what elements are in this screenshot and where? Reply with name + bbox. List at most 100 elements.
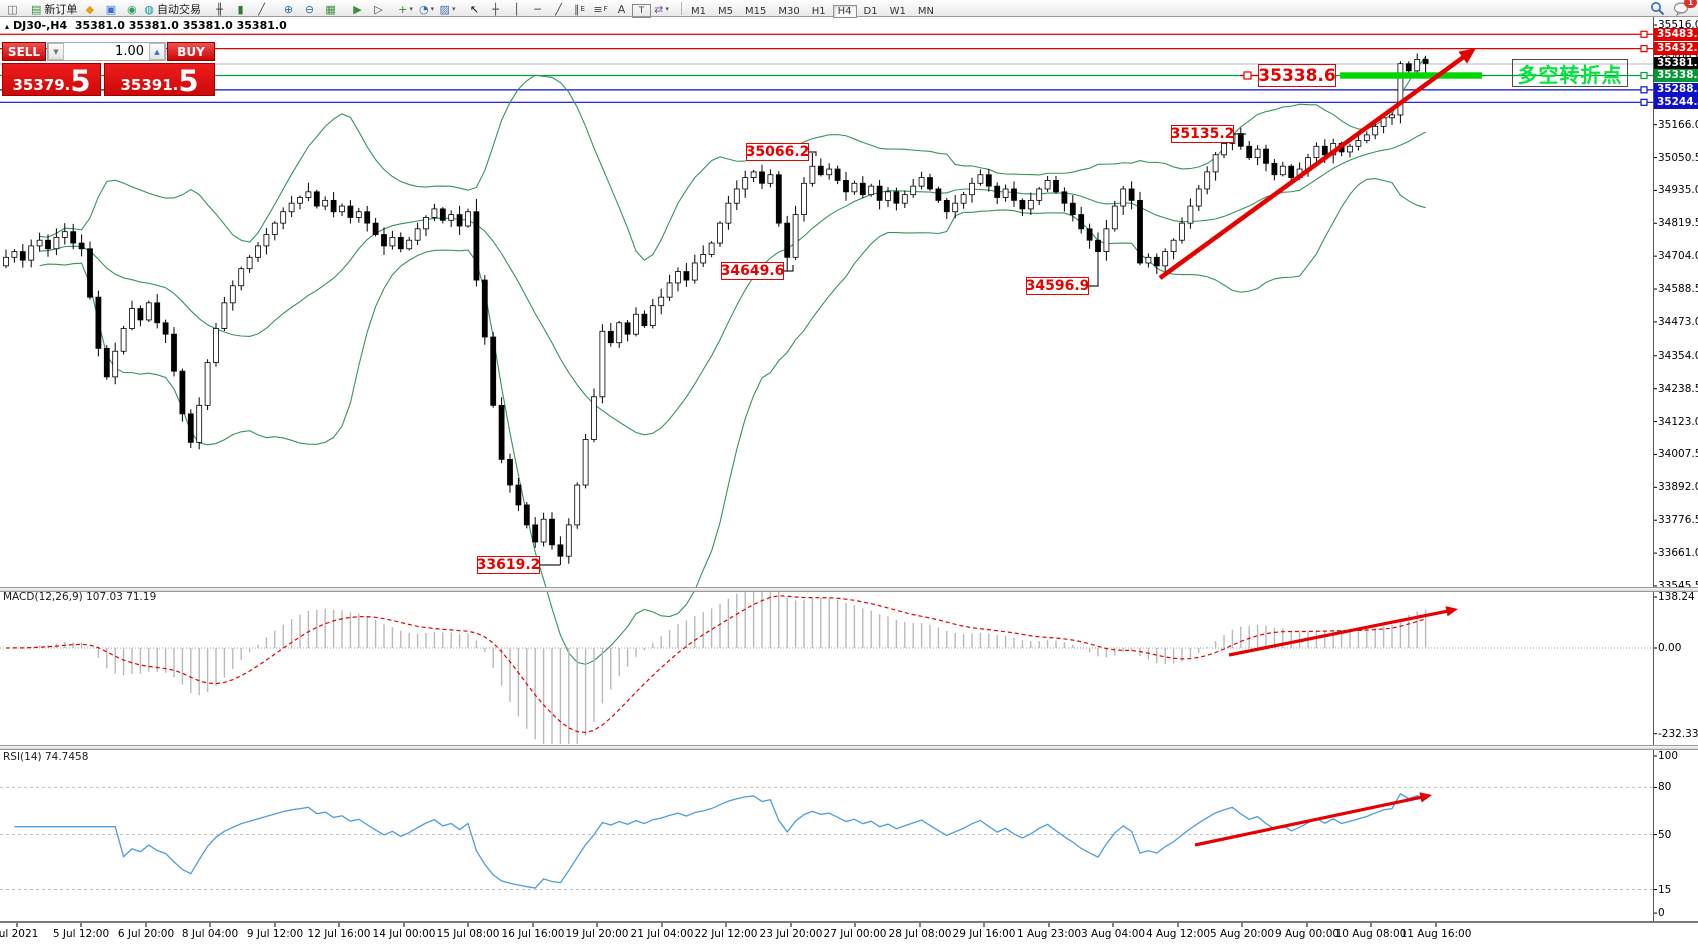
crosshair-icon[interactable]: ┼ bbox=[485, 2, 506, 17]
timeframe-m15[interactable]: M15 bbox=[745, 5, 767, 17]
templates-button-dropdown-icon[interactable]: ▾ bbox=[451, 4, 456, 13]
time-label: 29 Jul 16:00 bbox=[952, 928, 1016, 940]
price-label-34596.9[interactable]: 34596.9 bbox=[1025, 277, 1090, 295]
text-icon[interactable]: A bbox=[611, 2, 632, 17]
metaeditor-icon[interactable]: ◆ bbox=[79, 2, 100, 17]
indicators-button[interactable]: + ▾ bbox=[395, 2, 416, 17]
timeframe-h1[interactable]: H1 bbox=[811, 5, 826, 17]
terminal-icon-glyph: ▣ bbox=[105, 2, 117, 16]
rsi-scale-0: 0 bbox=[1658, 907, 1665, 920]
bar-chart-icon[interactable]: ╫ bbox=[209, 2, 230, 17]
macd-name: MACD(12,26,9) bbox=[3, 591, 83, 603]
equidistant-channel-icon-glyph: ∥ bbox=[574, 2, 580, 16]
note-box-turning-point[interactable]: 多空转折点 bbox=[1512, 59, 1628, 87]
timeframe-mn[interactable]: MN bbox=[917, 5, 934, 17]
indicators-button-dropdown-icon[interactable]: ▾ bbox=[409, 4, 413, 13]
price-tick-34238.5: 34238.5 bbox=[1658, 382, 1698, 395]
symbol-period: DJ30-,H4 bbox=[13, 19, 68, 32]
buy-price-big: 5 bbox=[178, 64, 199, 98]
price-label-35338.6[interactable]: 35338.6 bbox=[1258, 64, 1336, 87]
time-label: 1 Aug 23:00 bbox=[1016, 928, 1082, 940]
zoom-in-icon[interactable]: ⊕ bbox=[278, 2, 299, 17]
new-order-button[interactable]: ▤ 新订单 bbox=[29, 2, 79, 17]
trend-arrow-1[interactable] bbox=[1158, 48, 1476, 280]
equidistant-channel-icon[interactable]: ∥ E bbox=[569, 2, 590, 17]
sell-price-display[interactable]: 35379. 5 bbox=[2, 63, 101, 96]
trendline-icon[interactable]: ╱ bbox=[548, 2, 569, 17]
time-label: 22 Jul 12:00 bbox=[694, 928, 758, 940]
charts-icon[interactable]: ◫ bbox=[2, 2, 23, 17]
timeframe-m30[interactable]: M30 bbox=[778, 5, 800, 17]
price-label-34649.6[interactable]: 34649.6 bbox=[720, 262, 785, 280]
time-label: 5 Jul 12:00 bbox=[52, 928, 110, 940]
tile-windows-icon[interactable]: ▦ bbox=[320, 2, 341, 17]
candlestick-chart-icon[interactable]: ▮ bbox=[230, 2, 251, 17]
price-label-35135.2[interactable]: 35135.2 bbox=[1170, 125, 1235, 143]
fibonacci-icon[interactable]: ≡ F bbox=[590, 2, 611, 17]
cursor-icon[interactable]: ↖ bbox=[464, 2, 485, 17]
vertical-line-icon[interactable]: │ bbox=[506, 2, 527, 17]
periods-button[interactable]: ◔ ▾ bbox=[416, 2, 437, 17]
macd-scale-0.00: 0.00 bbox=[1658, 642, 1682, 654]
periods-button-dropdown-icon[interactable]: ▾ bbox=[430, 4, 435, 13]
rsi-name: RSI(14) bbox=[3, 751, 42, 763]
sell-price-big: 5 bbox=[70, 64, 91, 98]
terminal-icon[interactable]: ▣ bbox=[100, 2, 121, 17]
timeframe-w1[interactable]: W1 bbox=[889, 5, 906, 17]
macd-value-signal: 71.19 bbox=[126, 591, 157, 603]
line-chart-icon[interactable]: ╱ bbox=[251, 2, 272, 17]
macd-header: MACD(12,26,9) 107.03 71.19 bbox=[3, 591, 156, 603]
zoom-out-icon[interactable]: ⊖ bbox=[299, 2, 320, 17]
bollinger-middle bbox=[39, 131, 1426, 436]
timeframe-m1[interactable]: M1 bbox=[691, 5, 707, 17]
time-label: 11 Aug 16:00 bbox=[1400, 928, 1472, 940]
templates-button[interactable]: ▨ ▾ bbox=[437, 2, 458, 17]
trend-arrow-2[interactable] bbox=[1228, 606, 1458, 657]
auto-scroll-icon[interactable]: ▶ bbox=[347, 2, 368, 17]
highlight-segment[interactable] bbox=[1340, 72, 1482, 79]
timeframe-h4[interactable]: H4 bbox=[832, 4, 857, 18]
macd-value-main: 107.03 bbox=[86, 591, 123, 603]
price-tick-34007.5: 34007.5 bbox=[1658, 448, 1698, 461]
time-label: 16 Jul 16:00 bbox=[501, 928, 565, 940]
auto-scroll-icon-glyph: ▶ bbox=[353, 2, 362, 16]
price-tick-34588.5: 34588.5 bbox=[1658, 283, 1698, 296]
volume-input[interactable]: 1.00 bbox=[115, 44, 144, 59]
timeframe-d1[interactable]: D1 bbox=[863, 5, 878, 17]
bar-chart-icon-glyph: ╫ bbox=[216, 2, 223, 16]
time-label: Jul 2021 bbox=[0, 928, 39, 940]
notifications-icon[interactable]: 1 bbox=[1673, 0, 1697, 17]
time-label: 5 Aug 20:00 bbox=[1209, 928, 1275, 940]
vertical-line-icon-glyph: │ bbox=[513, 2, 520, 16]
sell-button[interactable]: SELL bbox=[2, 42, 46, 61]
candles-layer bbox=[3, 53, 1429, 565]
trend-arrow-3[interactable] bbox=[1194, 792, 1432, 847]
horizontal-line-icon[interactable]: ─ bbox=[527, 2, 548, 17]
price-tag-35432.9: 35432.9 bbox=[1654, 42, 1698, 56]
text-label-icon[interactable]: T bbox=[632, 4, 652, 19]
chart-shift-icon[interactable]: ▷ bbox=[368, 2, 389, 17]
buy-button[interactable]: BUY bbox=[167, 42, 215, 61]
price-label-35066.2[interactable]: 35066.2 bbox=[745, 143, 810, 161]
pane-separator-macd[interactable] bbox=[0, 587, 1698, 592]
pane-separator-rsi[interactable] bbox=[0, 745, 1698, 750]
pane-separator-timescale[interactable] bbox=[0, 921, 1698, 923]
price-label-33619.2[interactable]: 33619.2 bbox=[476, 556, 541, 574]
arrows-icon[interactable]: ⇄ ▾ bbox=[651, 2, 672, 17]
search-icon[interactable] bbox=[1650, 1, 1665, 16]
volume-decrease-button[interactable]: ▼ bbox=[48, 43, 64, 60]
time-label: 3 Aug 04:00 bbox=[1080, 928, 1146, 940]
timeframe-m5[interactable]: M5 bbox=[718, 5, 734, 17]
metaeditor-icon-glyph: ◆ bbox=[85, 2, 95, 16]
buy-price-display[interactable]: 35391. 5 bbox=[104, 63, 215, 96]
volume-increase-button[interactable]: ▲ bbox=[149, 43, 165, 60]
volume-stepper: ▼ 1.00 ▲ bbox=[47, 42, 166, 61]
autotrading-button[interactable]: ◍ 自动交易 bbox=[142, 2, 203, 17]
templates-glyph: ▨ bbox=[439, 2, 450, 16]
price-tag-35483.4: 35483.4 bbox=[1654, 27, 1698, 41]
periods-glyph: ◔ bbox=[418, 2, 429, 16]
arrows-icon-dropdown-icon[interactable]: ▾ bbox=[665, 4, 669, 13]
signal-icon[interactable]: ◉ bbox=[121, 2, 142, 17]
